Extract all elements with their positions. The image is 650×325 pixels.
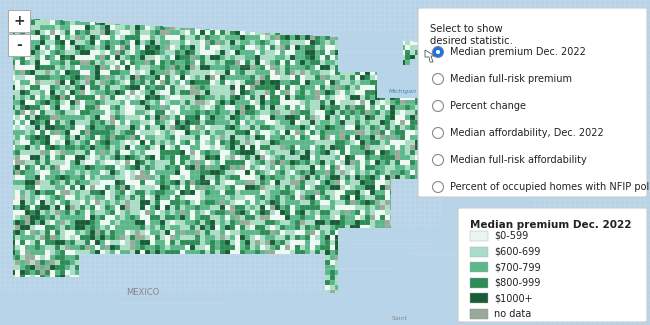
Circle shape bbox=[432, 100, 443, 111]
Text: $700-799: $700-799 bbox=[494, 262, 541, 272]
Text: $1000+: $1000+ bbox=[494, 293, 532, 304]
Text: -: - bbox=[16, 38, 22, 52]
Bar bbox=[0, 292, 533, 325]
Text: +: + bbox=[13, 14, 25, 28]
Text: desired statistic.: desired statistic. bbox=[430, 36, 513, 46]
Circle shape bbox=[432, 181, 443, 192]
Text: no data: no data bbox=[494, 309, 531, 319]
FancyBboxPatch shape bbox=[418, 8, 647, 197]
Text: $0-599: $0-599 bbox=[494, 231, 528, 241]
Circle shape bbox=[436, 50, 440, 54]
Circle shape bbox=[432, 73, 443, 84]
Bar bbox=[470, 262, 488, 272]
Text: Lake Superior: Lake Superior bbox=[470, 20, 518, 26]
Text: Median affordability, Dec. 2022: Median affordability, Dec. 2022 bbox=[450, 128, 603, 138]
Text: Michigan: Michigan bbox=[389, 88, 417, 94]
FancyBboxPatch shape bbox=[8, 34, 30, 56]
Text: Select to show: Select to show bbox=[430, 24, 502, 34]
Polygon shape bbox=[425, 50, 435, 62]
Circle shape bbox=[432, 46, 443, 58]
Text: $800-999: $800-999 bbox=[494, 278, 540, 288]
Bar bbox=[470, 293, 488, 304]
Text: Median full-risk affordability: Median full-risk affordability bbox=[450, 155, 586, 165]
Bar bbox=[377, 65, 436, 98]
Text: $600-699: $600-699 bbox=[494, 247, 540, 257]
Text: MEXICO: MEXICO bbox=[126, 288, 160, 297]
Text: Percent of occupied homes with NFIP policy: Percent of occupied homes with NFIP poli… bbox=[450, 182, 650, 192]
Bar bbox=[470, 309, 488, 319]
Bar bbox=[338, 32, 403, 72]
Circle shape bbox=[433, 47, 443, 57]
Text: Median premium Dec. 2022: Median premium Dec. 2022 bbox=[450, 47, 586, 57]
Bar bbox=[470, 247, 488, 257]
Text: Saint: Saint bbox=[392, 316, 408, 321]
Text: Percent change: Percent change bbox=[450, 101, 525, 111]
Text: Median full-risk premium: Median full-risk premium bbox=[450, 74, 571, 84]
Bar bbox=[410, 58, 455, 81]
Bar bbox=[470, 231, 488, 241]
FancyBboxPatch shape bbox=[458, 208, 647, 322]
Bar bbox=[442, 98, 533, 325]
FancyBboxPatch shape bbox=[8, 10, 30, 32]
Bar bbox=[470, 278, 488, 288]
Bar bbox=[338, 227, 455, 325]
Text: Median premium Dec. 2022: Median premium Dec. 2022 bbox=[470, 220, 632, 230]
Circle shape bbox=[432, 127, 443, 138]
Circle shape bbox=[432, 154, 443, 165]
